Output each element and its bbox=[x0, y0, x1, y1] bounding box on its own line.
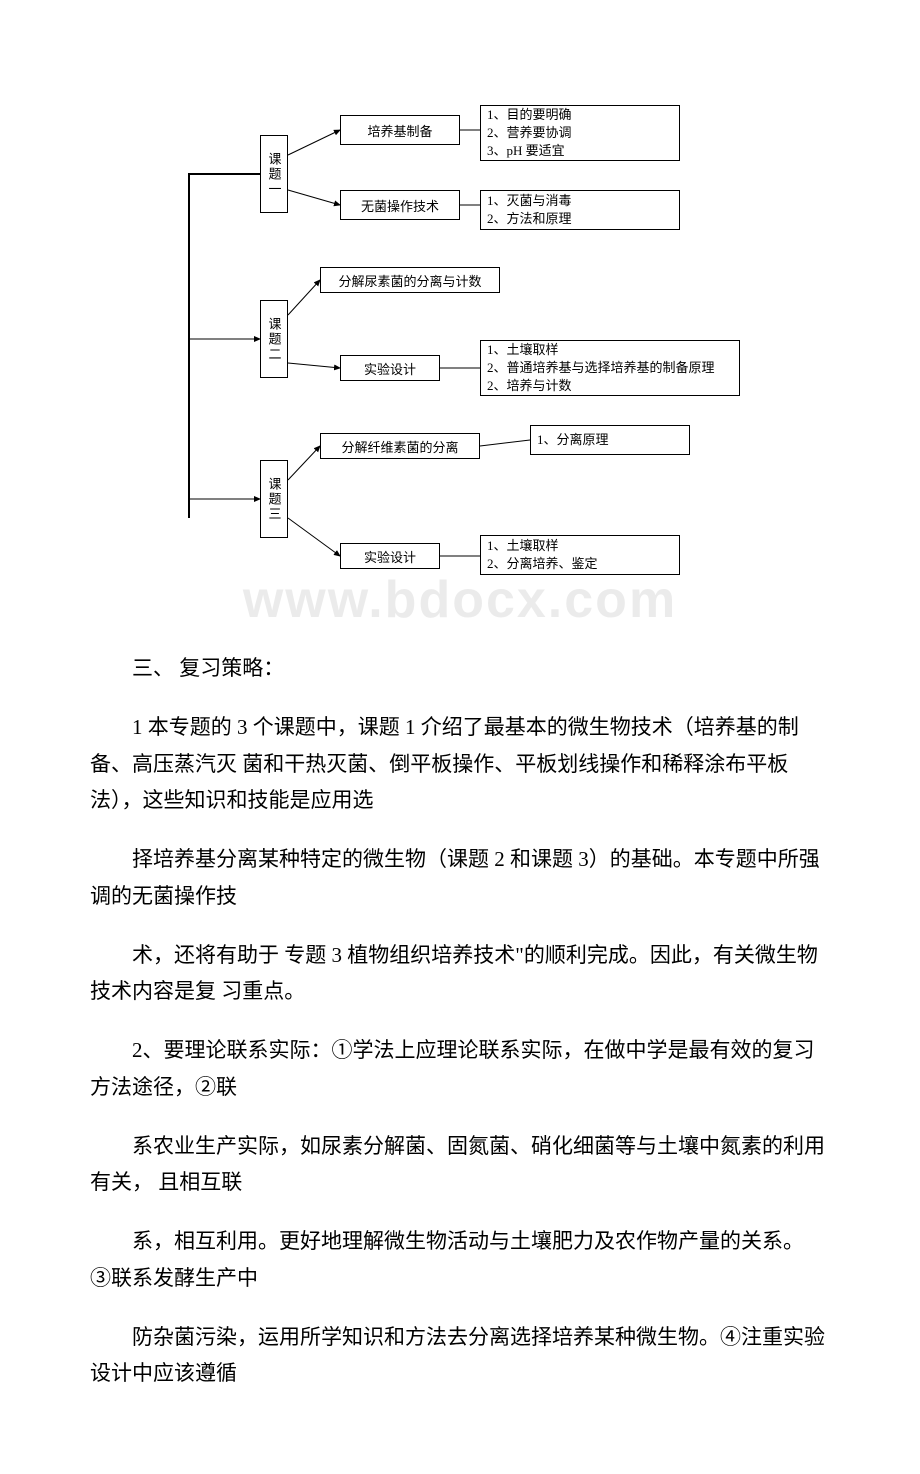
paragraph: 2、要理论联系实际：①学法上应理论联系实际，在做中学是最有效的复习方法途径，②联 bbox=[90, 1032, 830, 1106]
paragraph: 系农业生产实际，如尿素分解菌、固氮菌、硝化细菌等与土壤中氮素的利用有关， 且相互… bbox=[90, 1128, 830, 1202]
paragraph: 择培养基分离某种特定的微生物（课题 2 和课题 3）的基础。本专题中所强调的无菌… bbox=[90, 841, 830, 915]
paragraph: 防杂菌污染，运用所学知识和方法去分离选择培养某种微生物。④注重实验设计中应该遵循 bbox=[90, 1319, 830, 1393]
body-text: 三、 复习策略： 1 本专题的 3 个课题中，课题 1 介绍了最基本的微生物技术… bbox=[90, 650, 830, 1392]
paragraph: 1 本专题的 3 个课题中，课题 1 介绍了最基本的微生物技术（培养基的制备、高… bbox=[90, 709, 830, 819]
connector-layer bbox=[170, 95, 830, 615]
paragraph: 系，相互利用。更好地理解微生物活动与土壤肥力及农作物产量的关系。 ③联系发酵生产… bbox=[90, 1223, 830, 1297]
paragraph: 术，还将有助于 专题 3 植物组织培养技术"的顺利完成。因此，有关微生物技术内容… bbox=[90, 937, 830, 1011]
concept-diagram: 课题一 课题二 课题三 培养基制备 无菌操作技术 分解尿素菌的分离与计数 实验设… bbox=[170, 95, 830, 615]
heading-strategy: 三、 复习策略： bbox=[90, 650, 830, 687]
